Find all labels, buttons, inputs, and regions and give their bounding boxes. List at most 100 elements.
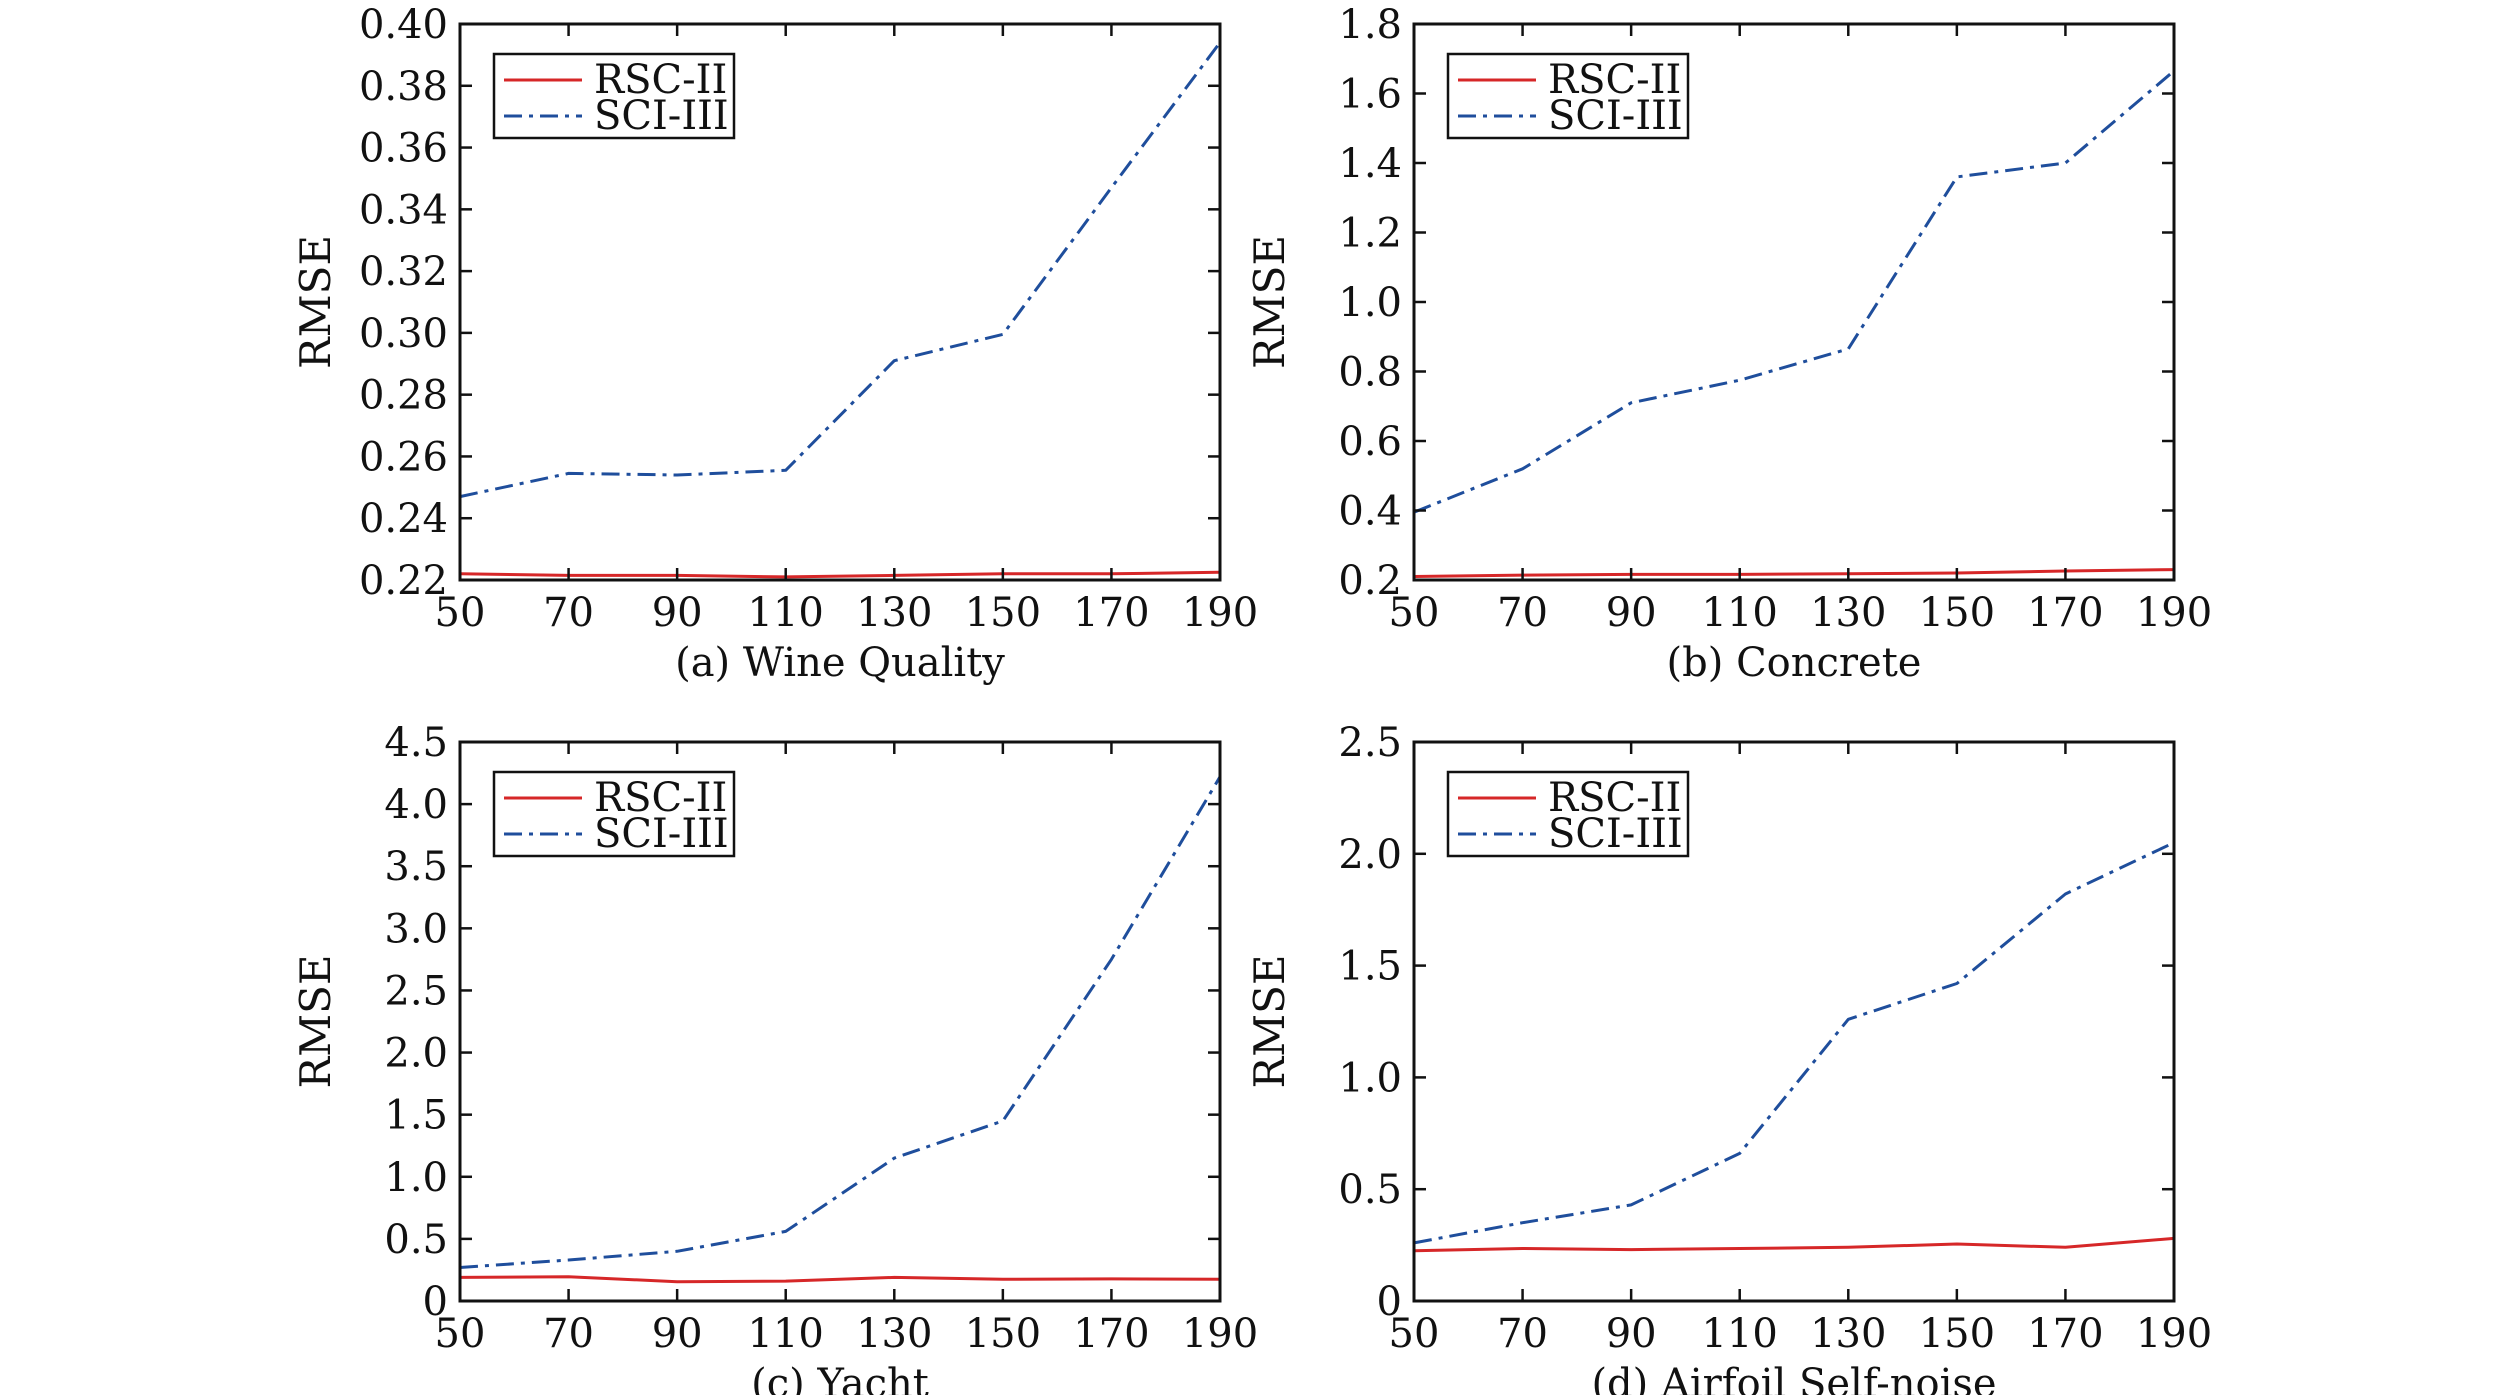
x-tick-label: 90 xyxy=(1606,1311,1657,1357)
x-tick-label: 130 xyxy=(1810,590,1886,636)
y-tick-label: 0.22 xyxy=(359,558,448,604)
y-tick-label: 0.5 xyxy=(1338,1167,1402,1213)
panel-caption: (c) Yacht xyxy=(751,1361,929,1395)
legend-label: RSC-II xyxy=(1548,57,1681,103)
x-tick-label: 90 xyxy=(652,590,703,636)
x-tick-label: 150 xyxy=(965,590,1041,636)
y-tick-label: 1.8 xyxy=(1338,2,1402,48)
y-tick-label: 3.5 xyxy=(384,844,448,890)
y-tick-label: 1.0 xyxy=(384,1155,448,1201)
y-tick-label: 0.5 xyxy=(384,1217,448,1263)
legend-label: RSC-II xyxy=(1548,775,1681,821)
x-tick-label: 110 xyxy=(748,590,824,636)
y-tick-label: 1.4 xyxy=(1338,141,1402,187)
x-tick-label: 190 xyxy=(1182,590,1258,636)
series-line-sci-iii xyxy=(1413,69,2175,514)
x-tick-label: 190 xyxy=(2136,590,2212,636)
legend-box xyxy=(1446,52,1690,140)
legend-box xyxy=(1446,770,1690,858)
x-tick-label: 110 xyxy=(1702,1311,1778,1357)
legend-label: RSC-II xyxy=(594,57,727,103)
x-tick-label: 50 xyxy=(1389,590,1440,636)
y-tick-label: 0.6 xyxy=(1338,419,1402,465)
x-tick-label: 150 xyxy=(1919,590,1995,636)
panel-caption: (d) Airfoil Self-noise xyxy=(1591,1361,1996,1395)
y-tick-label: 0 xyxy=(423,1279,448,1325)
x-tick-label: 130 xyxy=(1810,1311,1886,1357)
y-tick-label: 0.40 xyxy=(359,2,448,48)
series-line-rsc-ii xyxy=(459,570,1221,579)
x-tick-label: 150 xyxy=(1919,1311,1995,1357)
x-tick-label: 70 xyxy=(1497,590,1548,636)
y-tick-label: 2.0 xyxy=(384,1031,448,1077)
y-tick-label: 0.4 xyxy=(1338,489,1402,535)
series-line-sci-iii xyxy=(459,41,1222,499)
y-axis-label: RMSE xyxy=(1245,235,1294,369)
y-tick-label: 0.32 xyxy=(359,249,448,295)
y-tick-label: 1.5 xyxy=(384,1093,448,1139)
series-line-sci-iii xyxy=(1413,841,2175,1245)
y-tick-label: 0.2 xyxy=(1338,558,1402,604)
legend-label: RSC-II xyxy=(594,775,727,821)
y-tick-label: 0.38 xyxy=(359,64,448,110)
x-tick-label: 50 xyxy=(1389,1311,1440,1357)
legend-label: SCI-III xyxy=(1548,93,1683,139)
series-line-rsc-ii xyxy=(459,1275,1221,1284)
y-tick-label: 1.5 xyxy=(1338,944,1402,990)
y-tick-label: 4.5 xyxy=(384,720,448,766)
y-tick-label: 0.34 xyxy=(359,187,448,233)
plot-frame xyxy=(458,740,1222,1303)
panel-caption: (b) Concrete xyxy=(1667,640,1922,686)
y-tick-label: 4.0 xyxy=(384,782,448,828)
legend-box xyxy=(492,770,736,858)
legend-box xyxy=(492,52,736,140)
x-tick-label: 170 xyxy=(1073,1311,1149,1357)
x-tick-label: 70 xyxy=(543,1311,594,1357)
y-axis-label: RMSE xyxy=(1245,954,1294,1088)
y-tick-label: 3.0 xyxy=(384,906,448,952)
x-tick-label: 130 xyxy=(856,590,932,636)
x-tick-label: 70 xyxy=(1497,1311,1548,1357)
y-tick-label: 0.26 xyxy=(359,434,448,480)
x-tick-label: 110 xyxy=(1702,590,1778,636)
x-tick-label: 170 xyxy=(2027,1311,2103,1357)
x-tick-label: 130 xyxy=(856,1311,932,1357)
y-tick-label: 0.36 xyxy=(359,126,448,172)
y-tick-label: 0.30 xyxy=(359,311,448,357)
y-tick-label: 2.5 xyxy=(384,968,448,1014)
series-line-rsc-ii xyxy=(1413,568,2175,578)
y-axis-label: RMSE xyxy=(291,954,340,1088)
y-axis-label: RMSE xyxy=(291,235,340,369)
x-tick-label: 190 xyxy=(1182,1311,1258,1357)
panel-caption: (a) Wine Quality xyxy=(675,640,1005,686)
y-tick-label: 0.28 xyxy=(359,373,448,419)
chart-panel-2: 50 70 90 110 130 150 170 190 0.2 0.4 0.6 0.8 1.0 1.2 1… xyxy=(1245,2,2212,686)
x-tick-label: 190 xyxy=(2136,1311,2212,1357)
y-tick-label: 2.5 xyxy=(1338,720,1402,766)
x-tick-label: 50 xyxy=(435,590,486,636)
legend-label: SCI-III xyxy=(594,93,729,139)
x-tick-label: 170 xyxy=(1073,590,1149,636)
x-tick-label: 170 xyxy=(2027,590,2103,636)
legend-label: SCI-III xyxy=(594,811,729,857)
y-tick-label: 1.2 xyxy=(1338,211,1402,257)
y-tick-label: 0.8 xyxy=(1338,350,1402,396)
series-line-rsc-ii xyxy=(1413,1236,2175,1253)
chart-panel-4: 50 70 90 110 130 150 170 190 0 0.5 1.0 1.5 2.0 2.5 RMS… xyxy=(1245,720,2212,1395)
chart-panel-3: 50 70 90 110 130 150 170 190 0 0.5 1.0 1.5 2.0 2.5 3.0… xyxy=(291,720,1258,1395)
y-tick-label: 0.24 xyxy=(359,496,448,542)
x-tick-label: 90 xyxy=(652,1311,703,1357)
y-tick-label: 2.0 xyxy=(1338,832,1402,878)
y-tick-label: 1.0 xyxy=(1338,1055,1402,1101)
y-tick-label: 1.6 xyxy=(1338,72,1402,118)
x-tick-label: 150 xyxy=(965,1311,1041,1357)
chart-panel-1: 50 70 90 110 130 150 170 190 0.22 0.24 0.26 0.28 0.3… xyxy=(291,2,1258,686)
plot-frame xyxy=(458,22,1222,582)
series-line-sci-iii xyxy=(459,776,1222,1269)
y-tick-label: 1.0 xyxy=(1338,280,1402,326)
